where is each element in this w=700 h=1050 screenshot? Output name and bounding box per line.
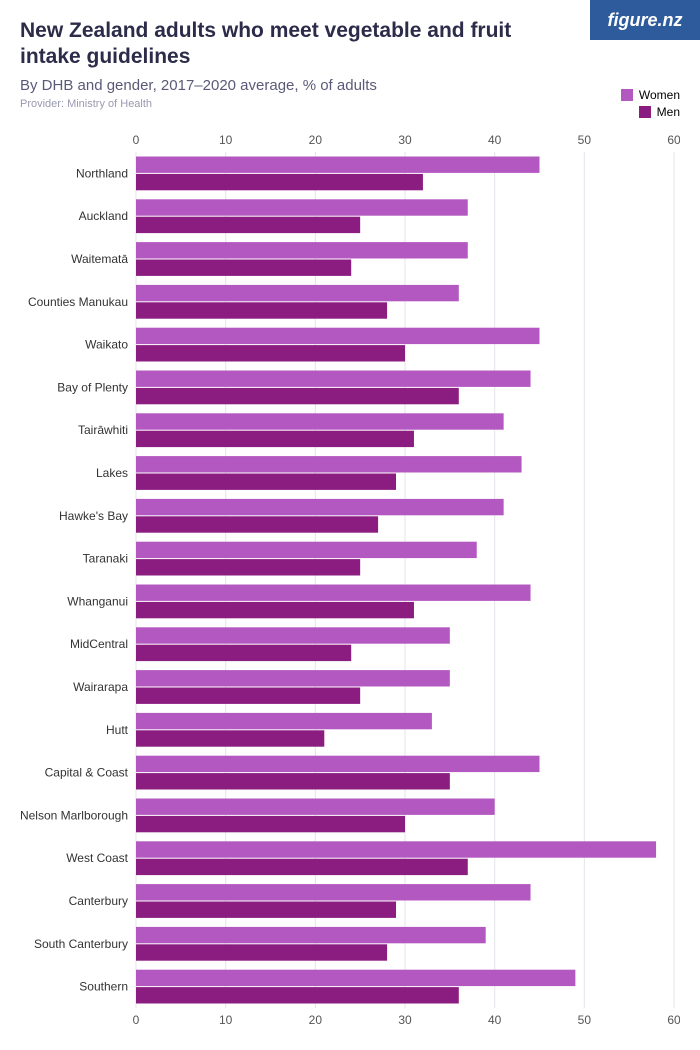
legend-label-men: Men — [657, 105, 680, 119]
x-tick-top: 50 — [578, 133, 592, 147]
category-label: Hutt — [106, 723, 129, 737]
bar-women — [136, 328, 540, 344]
bar-women — [136, 884, 531, 900]
x-tick-bottom: 10 — [219, 1013, 233, 1027]
category-label: West Coast — [66, 851, 128, 865]
chart-subtitle: By DHB and gender, 2017–2020 average, % … — [20, 77, 680, 94]
category-label: Counties Manukau — [28, 295, 128, 309]
chart-area: 0 0 10 10 20 20 30 30 40 40 50 50 60 60 Northland Auckl… — [20, 130, 680, 1030]
brand-logo-text: figure.nz — [608, 10, 683, 31]
category-label: Waitematā — [71, 252, 128, 266]
category-label: Southern — [79, 980, 128, 994]
bar-men — [136, 474, 396, 490]
x-tick-bottom: 40 — [488, 1013, 502, 1027]
category-label: Whanganui — [67, 594, 128, 608]
bar-men — [136, 174, 423, 190]
category-label: Waikato — [85, 338, 128, 352]
category-label: Northland — [76, 166, 128, 180]
category-label: Hawke's Bay — [59, 509, 128, 523]
bar-women — [136, 456, 522, 472]
bar-chart: 0 0 10 10 20 20 30 30 40 40 50 50 60 60 Northland Auckl… — [20, 130, 680, 1030]
bar-men — [136, 816, 405, 832]
category-label: Tairāwhiti — [78, 423, 128, 437]
legend: Women Men — [621, 88, 680, 122]
legend-swatch-men — [639, 106, 651, 118]
brand-logo: figure.nz — [590, 0, 700, 40]
bar-women — [136, 713, 432, 729]
x-tick-top: 10 — [219, 133, 233, 147]
bar-women — [136, 285, 459, 301]
legend-swatch-women — [621, 89, 633, 101]
x-tick-top: 60 — [667, 133, 680, 147]
category-label: Canterbury — [69, 894, 128, 908]
bar-men — [136, 987, 459, 1003]
bar-men — [136, 388, 459, 404]
bar-men — [136, 431, 414, 447]
category-label: MidCentral — [70, 637, 128, 651]
bar-men — [136, 944, 387, 960]
bar-men — [136, 516, 378, 532]
bar-women — [136, 199, 468, 215]
bar-men — [136, 859, 468, 875]
bar-women — [136, 627, 450, 643]
chart-title: New Zealand adults who meet vegetable an… — [20, 18, 550, 71]
legend-item-men: Men — [621, 105, 680, 119]
category-label: Lakes — [96, 466, 128, 480]
bar-men — [136, 688, 360, 704]
bar-women — [136, 242, 468, 258]
bar-women — [136, 927, 486, 943]
bar-women — [136, 157, 540, 173]
bar-women — [136, 542, 477, 558]
category-label: Wairarapa — [73, 680, 128, 694]
x-tick-top: 20 — [309, 133, 323, 147]
bar-men — [136, 730, 324, 746]
x-tick-bottom: 20 — [309, 1013, 323, 1027]
category-label: Auckland — [79, 209, 128, 223]
bar-men — [136, 602, 414, 618]
bar-women — [136, 585, 531, 601]
bar-women — [136, 841, 656, 857]
bar-women — [136, 499, 504, 515]
bar-women — [136, 413, 504, 429]
chart-provider: Provider: Ministry of Health — [20, 98, 680, 110]
bar-women — [136, 799, 495, 815]
x-tick-top: 30 — [398, 133, 412, 147]
bar-men — [136, 559, 360, 575]
category-label: Capital & Coast — [45, 766, 129, 780]
bar-men — [136, 217, 360, 233]
bar-men — [136, 902, 396, 918]
bar-men — [136, 773, 450, 789]
category-label: South Canterbury — [34, 937, 128, 951]
legend-label-women: Women — [639, 88, 680, 102]
bar-women — [136, 970, 575, 986]
bar-men — [136, 302, 387, 318]
bar-women — [136, 670, 450, 686]
x-tick-top: 0 — [133, 133, 140, 147]
bar-women — [136, 756, 540, 772]
x-tick-bottom: 50 — [578, 1013, 592, 1027]
category-label: Bay of Plenty — [57, 380, 128, 394]
bar-men — [136, 345, 405, 361]
legend-item-women: Women — [621, 88, 680, 102]
category-label: Nelson Marlborough — [20, 808, 128, 822]
category-label: Taranaki — [83, 552, 128, 566]
x-tick-bottom: 30 — [398, 1013, 412, 1027]
bar-men — [136, 260, 351, 276]
x-tick-top: 40 — [488, 133, 502, 147]
bar-men — [136, 645, 351, 661]
x-tick-bottom: 0 — [133, 1013, 140, 1027]
x-tick-bottom: 60 — [667, 1013, 680, 1027]
bar-women — [136, 371, 531, 387]
